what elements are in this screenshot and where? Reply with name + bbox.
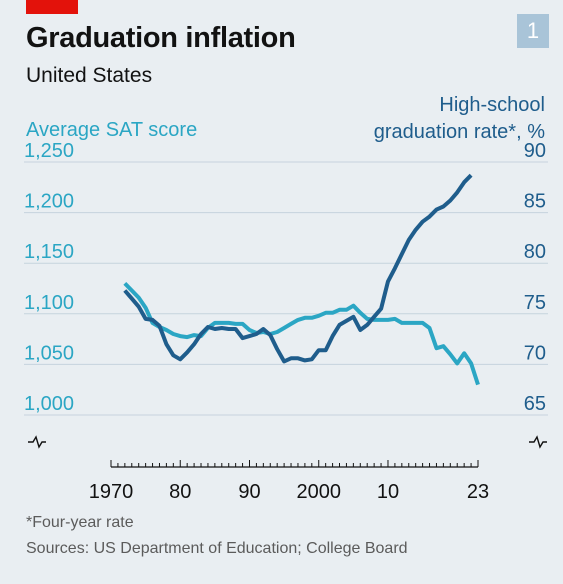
footnote: *Four-year rate — [26, 514, 134, 531]
right-axis-break-mark — [529, 435, 547, 449]
sources-note: Sources: US Department of Education; Col… — [26, 540, 408, 557]
right-axis-label-line-2: graduation rate*, % — [373, 121, 545, 143]
right-tick-label: 65 — [524, 393, 546, 415]
left-tick-label: 1,000 — [24, 393, 74, 415]
right-tick-label: 80 — [524, 241, 546, 263]
x-tick-label: 23 — [467, 481, 489, 503]
chart-number-badge: 1 — [517, 14, 549, 48]
graduation-rate-line — [123, 173, 473, 364]
right-tick-label: 70 — [524, 342, 546, 364]
left-tick-label: 1,050 — [24, 342, 74, 364]
brand-red-tab — [26, 0, 78, 14]
right-axis-label: High-school graduation rate*, % — [374, 92, 545, 146]
left-axis-label: Average SAT score — [26, 119, 198, 141]
sat-score-line — [123, 281, 480, 386]
x-tick-label: 1970 — [89, 481, 134, 503]
chart-title: Graduation inflation — [26, 22, 296, 54]
chart-subtitle: United States — [26, 64, 153, 87]
right-tick-label: 90 — [524, 140, 546, 162]
right-axis-label-line-1: High-school — [439, 94, 545, 116]
left-tick-label: 1,100 — [24, 292, 74, 314]
right-tick-label: 85 — [524, 191, 546, 213]
x-tick-label: 80 — [169, 481, 191, 503]
left-tick-label: 1,200 — [24, 191, 74, 213]
x-tick-label: 10 — [377, 481, 399, 503]
right-tick-label: 75 — [524, 292, 546, 314]
left-tick-label: 1,250 — [24, 140, 74, 162]
left-tick-label: 1,150 — [24, 241, 74, 263]
x-tick-label: 2000 — [296, 481, 341, 503]
left-axis-break-mark — [28, 435, 46, 449]
x-tick-label: 90 — [238, 481, 260, 503]
